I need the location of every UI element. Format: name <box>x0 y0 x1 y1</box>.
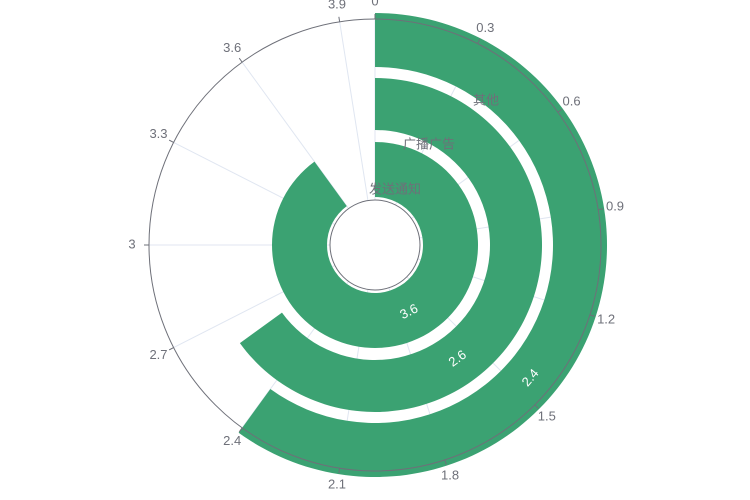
angle-tick-label-3: 0.9 <box>606 198 624 213</box>
angle-tick-1 <box>477 38 481 44</box>
angle-tick-label-0: 0 <box>371 0 378 8</box>
angle-tick-label-1: 0.3 <box>476 20 494 35</box>
angle-tick-label-11: 3.3 <box>149 126 167 141</box>
grid-line-13 <box>339 21 369 201</box>
inner-axis-circle <box>329 199 421 291</box>
data-label-0: 3.6 <box>397 301 420 323</box>
angle-tick-label-2: 0.6 <box>563 94 581 109</box>
angle-tick-label-4: 1.2 <box>597 312 615 327</box>
category-label-0: 发送通知 <box>369 181 421 196</box>
angle-tick-6 <box>444 459 447 465</box>
category-label-1: 广播广告 <box>403 136 455 151</box>
angle-tick-5 <box>534 404 539 409</box>
bar-0[interactable] <box>272 142 479 348</box>
bar-2[interactable] <box>238 13 607 478</box>
angle-tick-label-9: 2.7 <box>149 347 167 362</box>
angle-tick-label-13: 3.9 <box>328 0 346 11</box>
bar-1[interactable] <box>239 78 543 412</box>
angle-tick-label-10: 3 <box>128 236 135 251</box>
angle-tick-label-7: 2.1 <box>328 476 346 491</box>
angle-tick-7 <box>338 468 341 474</box>
angle-tick-12 <box>238 57 243 63</box>
angle-tick-11 <box>168 139 174 143</box>
angle-tick-9 <box>168 347 174 351</box>
angle-tick-label-6: 1.8 <box>441 468 459 483</box>
angle-tick-13 <box>338 16 341 22</box>
angle-tick-2 <box>557 108 563 113</box>
category-label-2: 其他 <box>473 92 499 107</box>
angle-tick-label-5: 1.5 <box>538 408 556 423</box>
angle-tick-label-8: 2.4 <box>223 433 241 448</box>
angle-tick-8 <box>238 427 243 433</box>
angle-tick-4 <box>589 314 595 317</box>
angle-tick-label-12: 3.6 <box>223 40 241 55</box>
angle-tick-3 <box>598 208 604 211</box>
